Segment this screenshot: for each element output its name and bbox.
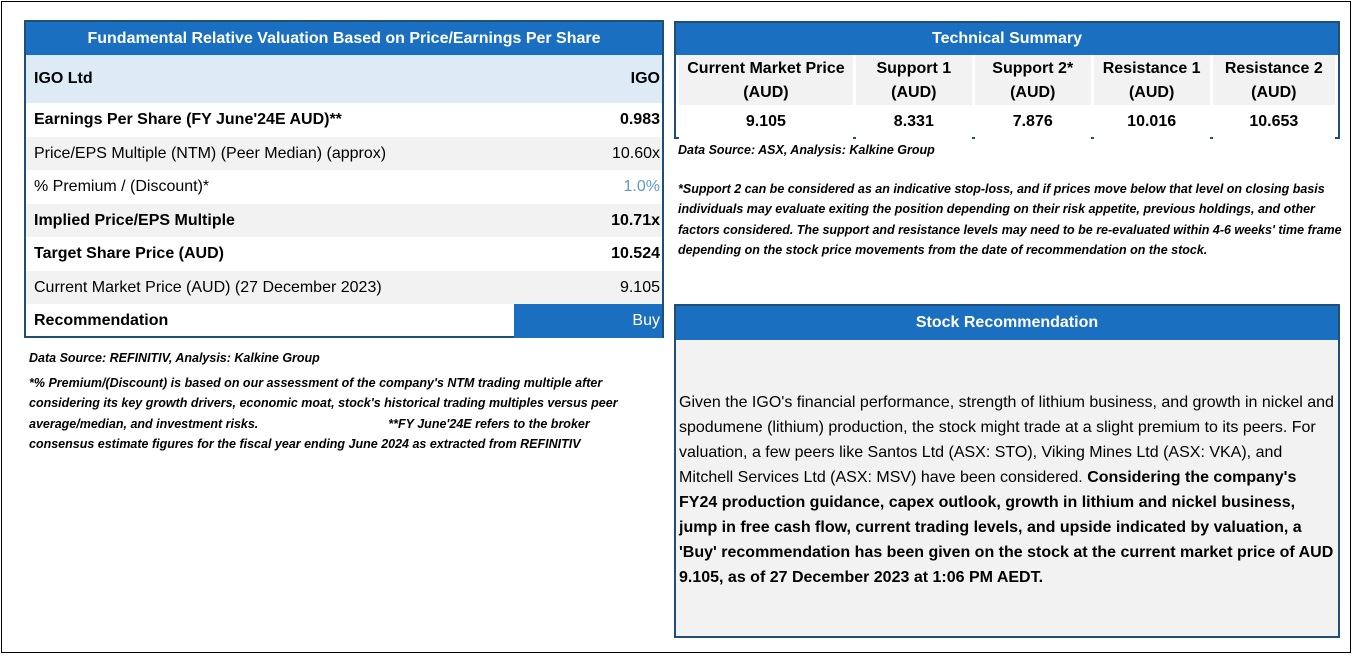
current-price-value: 9.105 <box>619 278 660 296</box>
premium-label: % Premium / (Discount)* <box>34 178 210 195</box>
technical-header-row: Current Market Price (AUD) Support 1 (AU… <box>679 55 1335 105</box>
valuation-title: Fundamental Relative Valuation Based on … <box>26 22 662 55</box>
pe-multiple-row: Price/EPS Multiple (NTM) (Peer Median) (… <box>26 136 662 170</box>
value-resistance-2: 10.653 <box>1212 105 1335 139</box>
implied-multiple-label: Implied Price/EPS Multiple <box>34 211 235 229</box>
premium-footnote: *% Premium/(Discount) is based on our as… <box>29 375 618 431</box>
value-resistance-1: 10.016 <box>1093 105 1210 139</box>
eps-label: Earnings Per Share (FY June'24E AUD)** <box>34 111 342 128</box>
pe-multiple-value: 10.60x <box>611 144 660 162</box>
technical-summary: Technical Summary Current Market Price (… <box>674 21 1340 139</box>
recommendation-label: Recommendation <box>34 312 169 329</box>
value-support-1: 8.331 <box>855 105 972 139</box>
value-current-price: 9.105 <box>679 105 853 139</box>
header-current-price: Current Market Price (AUD) <box>679 55 853 105</box>
implied-multiple-row: Implied Price/EPS Multiple 10.71x <box>26 203 662 237</box>
technical-value-row: 9.105 8.331 7.876 10.016 10.653 <box>679 105 1335 139</box>
value-support-2: 7.876 <box>974 105 1091 139</box>
target-price-row: Target Share Price (AUD) 10.524 <box>26 237 662 271</box>
header-support-2: Support 2* (AUD) <box>974 55 1091 105</box>
eps-row: Earnings Per Share (FY June'24E AUD)** 0… <box>26 103 662 137</box>
recommendation-text: Given the IGO's financial performance, s… <box>679 390 1335 590</box>
current-price-row: Current Market Price (AUD) (27 December … <box>26 270 662 304</box>
header-resistance-1: Resistance 1 (AUD) <box>1093 55 1210 105</box>
header-resistance-2: Resistance 2 (AUD) <box>1212 55 1335 105</box>
valuation-source: Data Source: REFINITIV, Analysis: Kalkin… <box>29 351 320 365</box>
recommendation-title: Stock Recommendation <box>676 306 1338 340</box>
target-price-label: Target Share Price (AUD) <box>34 245 224 262</box>
recommendation-text-normal: Given the IGO's financial performance, s… <box>679 394 1334 486</box>
recommendation-badge: Buy <box>514 304 662 338</box>
valuation-footnotes: *% Premium/(Discount) is based on our as… <box>29 373 654 455</box>
premium-value: 1.0% <box>623 178 660 195</box>
recommendation-row: Recommendation Buy <box>26 304 662 338</box>
header-support-1: Support 1 (AUD) <box>855 55 972 105</box>
eps-value: 0.983 <box>619 111 660 128</box>
recommendation-text-bold: Considering the company's FY24 productio… <box>679 469 1334 586</box>
fy-footnote: **FY June'24E refers to the broker conse… <box>29 416 590 452</box>
technical-notes: Data Source: ASX, Analysis: Kalkine Grou… <box>678 140 1342 261</box>
premium-row: % Premium / (Discount)* 1.0% <box>26 170 662 204</box>
valuation-notes: Data Source: REFINITIV, Analysis: Kalkin… <box>29 348 654 455</box>
valuation-table: Fundamental Relative Valuation Based on … <box>24 20 664 338</box>
target-price-value: 10.524 <box>611 245 660 262</box>
technical-title: Technical Summary <box>676 23 1338 55</box>
technical-table: Current Market Price (AUD) Support 1 (AU… <box>676 55 1338 139</box>
implied-multiple-value: 10.71x <box>611 211 660 229</box>
company-ticker: IGO <box>630 70 660 87</box>
stock-recommendation: Stock Recommendation Given the IGO's fin… <box>674 304 1340 638</box>
current-price-label: Current Market Price (AUD) (27 December … <box>34 278 382 296</box>
pe-multiple-label: Price/EPS Multiple (NTM) (Peer Median) (… <box>34 144 387 162</box>
company-row: IGO Ltd IGO <box>26 55 662 103</box>
company-label: IGO Ltd <box>34 70 93 87</box>
technical-disclaimer: *Support 2 can be considered as an indic… <box>678 181 1342 258</box>
technical-source: Data Source: ASX, Analysis: Kalkine Grou… <box>678 143 935 157</box>
